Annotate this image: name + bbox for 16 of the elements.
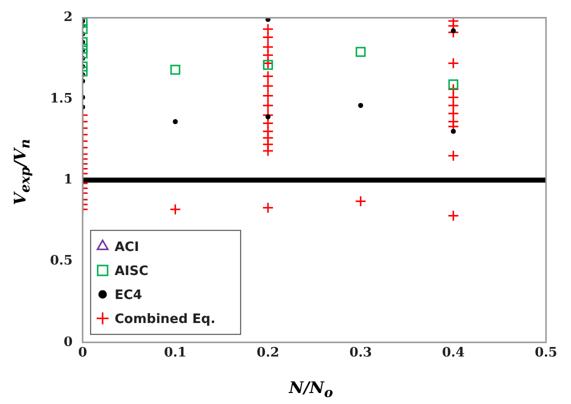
x-tick-label: 0.2 bbox=[256, 346, 280, 361]
x-tick-label: 0.3 bbox=[349, 346, 372, 361]
x-tick-label: 0 bbox=[78, 346, 88, 361]
x-tick-label: 0.4 bbox=[442, 346, 465, 361]
x-tick-label: 0.1 bbox=[164, 346, 187, 361]
legend-label: Combined Eq. bbox=[114, 312, 216, 327]
legend-label: EC4 bbox=[114, 288, 142, 303]
y-tick-label: 0 bbox=[64, 334, 73, 350]
legend-label: ACI bbox=[114, 240, 140, 255]
x-tick-label: 0.5 bbox=[534, 346, 558, 361]
x-axis-title: N/N$_{o}$ bbox=[289, 378, 333, 402]
legend-label: AISC bbox=[114, 264, 148, 279]
y-tick-label: 2 bbox=[64, 10, 73, 26]
y-tick-label: 1 bbox=[64, 172, 73, 188]
y-tick-label: 1.5 bbox=[50, 91, 73, 106]
y-tick-label: 0.5 bbox=[50, 254, 73, 269]
